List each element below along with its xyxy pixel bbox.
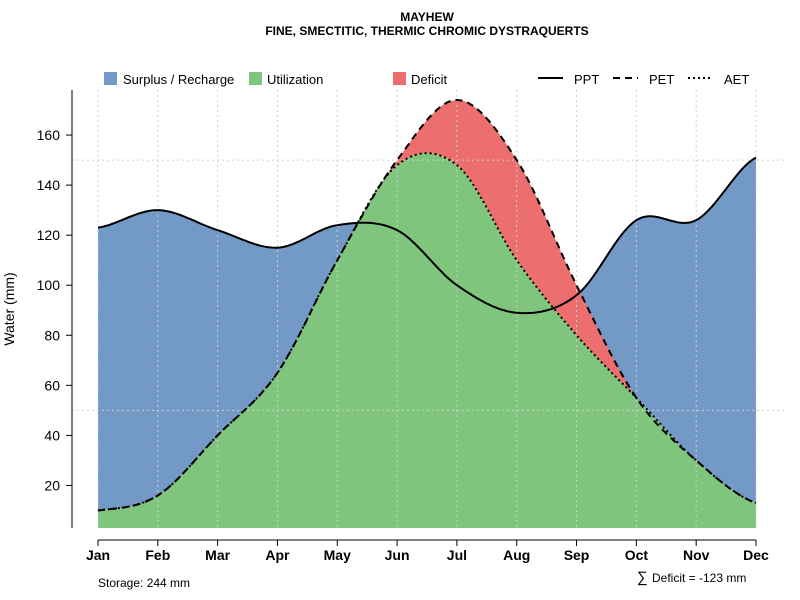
- x-tick-label: Feb: [145, 547, 170, 563]
- x-tick-label: Jan: [86, 547, 110, 563]
- y-tick-label: 40: [44, 427, 60, 443]
- chart-subtitle: FINE, SMECTITIC, THERMIC CHROMIC DYSTRAQ…: [265, 24, 588, 38]
- y-tick-label: 20: [44, 477, 60, 493]
- legend-label-pet: PET: [649, 72, 674, 87]
- y-tick-label: 80: [44, 327, 60, 343]
- x-tick-label: Apr: [265, 547, 290, 563]
- y-tick-label: 100: [37, 277, 61, 293]
- x-tick-label: Oct: [625, 547, 649, 563]
- legend-label-aet: AET: [724, 72, 749, 87]
- chart-title: MAYHEW: [400, 10, 454, 24]
- deficit-annotation: Deficit = -123 mm: [652, 571, 746, 585]
- x-tick-label: Dec: [743, 547, 769, 563]
- legend-label-surplus: Surplus / Recharge: [123, 72, 234, 87]
- x-tick-label: May: [324, 547, 351, 563]
- x-tick-label: Nov: [683, 547, 710, 563]
- legend-label-deficit: Deficit: [411, 72, 448, 87]
- x-tick-label: Sep: [564, 547, 590, 563]
- x-tick-label: Jul: [447, 547, 467, 563]
- y-tick-label: 140: [37, 177, 61, 193]
- legend-label-utilization: Utilization: [267, 72, 323, 87]
- series-line-pet: [97, 99, 757, 512]
- x-tick-label: Jun: [385, 547, 410, 563]
- series-line-ppt: [97, 156, 757, 315]
- legend: Surplus / Recharge Utilization Deficit P…: [104, 72, 749, 87]
- x-tick-label: Mar: [205, 547, 230, 563]
- y-tick-label: 60: [44, 377, 60, 393]
- sum-symbol: ∑: [637, 569, 648, 586]
- y-axis-title: Water (mm): [1, 272, 17, 345]
- legend-swatch-utilization: [249, 72, 262, 85]
- y-tick-label: 160: [37, 127, 61, 143]
- series-line-aet: [97, 152, 757, 512]
- legend-swatch-surplus: [104, 72, 117, 85]
- area-utilization: [98, 153, 756, 528]
- storage-annotation: Storage: 244 mm: [98, 576, 190, 590]
- legend-swatch-deficit: [393, 72, 406, 85]
- legend-label-ppt: PPT: [574, 72, 599, 87]
- y-tick-label: 120: [37, 227, 61, 243]
- x-tick-label: Aug: [503, 547, 530, 563]
